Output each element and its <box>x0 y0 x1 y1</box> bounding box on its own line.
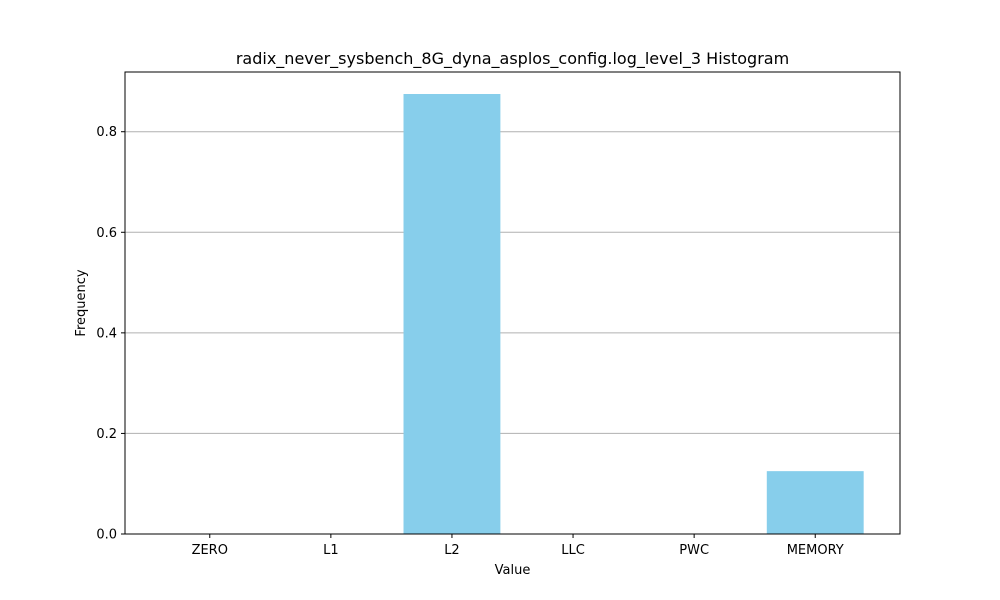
grid-lines <box>125 131 900 434</box>
x-tick-label: PWC <box>679 543 709 558</box>
x-tick-label: L1 <box>323 543 339 558</box>
x-tick-label: L2 <box>444 543 460 558</box>
y-tick-label: 0.8 <box>96 125 117 140</box>
x-axis-ticks: ZERO L1 L2 LLC PWC MEMORY <box>192 534 844 558</box>
y-axis-label: Frequency <box>74 269 89 336</box>
bar-l2 <box>403 94 501 534</box>
x-axis-label: Value <box>495 563 531 578</box>
x-tick-label: LLC <box>561 543 585 558</box>
x-tick-label: ZERO <box>192 543 228 558</box>
bar-memory <box>766 471 864 534</box>
y-axis-ticks: 0.0 0.2 0.4 0.6 0.8 <box>96 125 125 543</box>
plot-frame <box>124 71 901 535</box>
y-tick-label: 0.6 <box>96 226 117 241</box>
x-tick-label: MEMORY <box>787 543 844 558</box>
y-tick-label: 0.0 <box>96 528 117 543</box>
y-tick-label: 0.2 <box>96 427 117 442</box>
y-tick-label: 0.4 <box>96 326 117 341</box>
bars <box>403 94 864 534</box>
chart-title: radix_never_sysbench_8G_dyna_asplos_conf… <box>236 49 789 69</box>
